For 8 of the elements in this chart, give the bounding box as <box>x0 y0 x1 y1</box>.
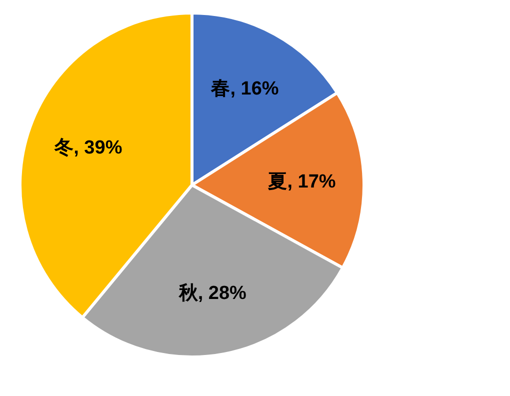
data-label: , 28% <box>198 282 247 304</box>
data-label: , 17% <box>287 171 336 192</box>
slice-label: 秋 <box>178 282 199 304</box>
slice-label: 冬 <box>54 137 74 158</box>
slice-label: 夏 <box>267 171 288 192</box>
slice-label: 春 <box>210 78 230 100</box>
data-label: , 16% <box>230 78 279 100</box>
data-label: , 39% <box>74 137 122 158</box>
